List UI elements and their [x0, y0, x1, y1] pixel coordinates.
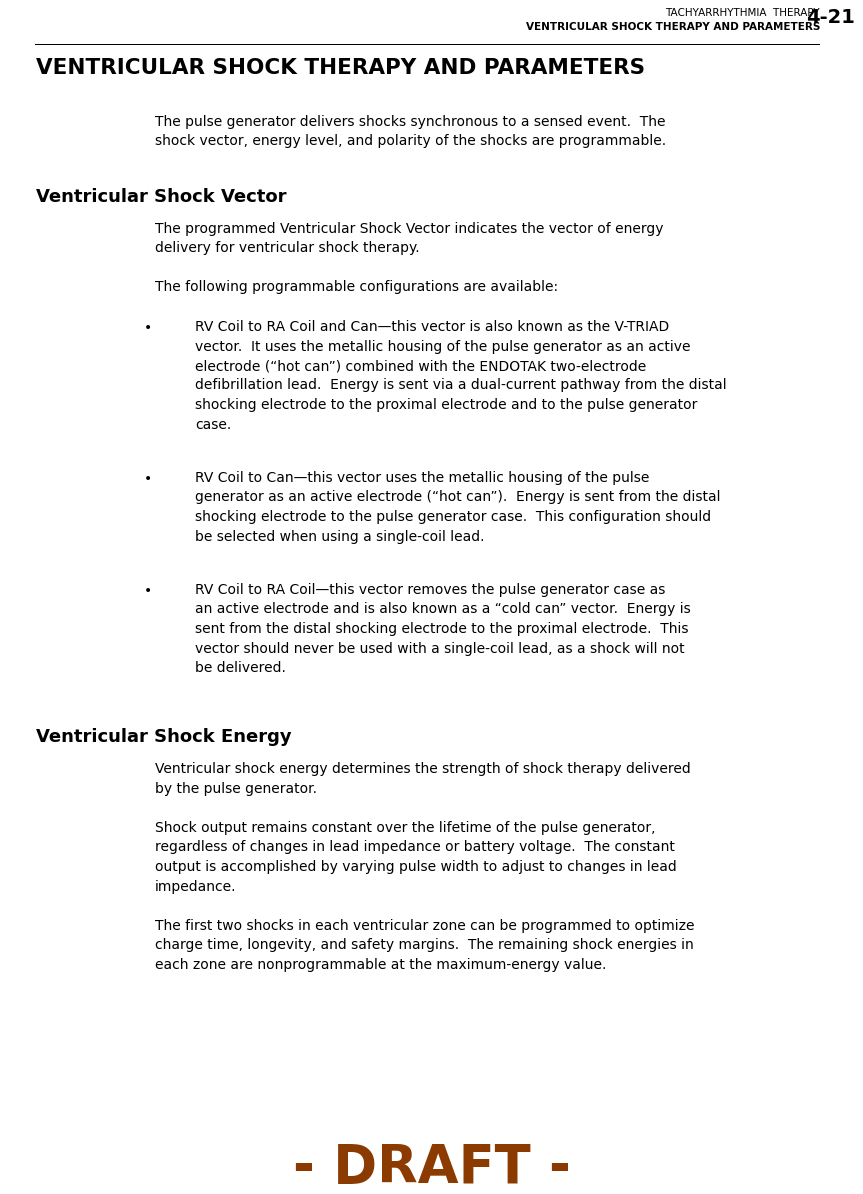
Text: RV Coil to Can—this vector uses the metallic housing of the pulse: RV Coil to Can—this vector uses the meta… [195, 470, 649, 485]
Text: RV Coil to RA Coil—this vector removes the pulse generator case as: RV Coil to RA Coil—this vector removes t… [195, 583, 665, 597]
Text: output is accomplished by varying pulse width to adjust to changes in lead: output is accomplished by varying pulse … [155, 860, 677, 874]
Text: each zone are nonprogrammable at the maximum-energy value.: each zone are nonprogrammable at the max… [155, 958, 607, 972]
Text: electrode (“hot can”) combined with the ENDOTAK two-electrode: electrode (“hot can”) combined with the … [195, 359, 646, 373]
Text: Ventricular Shock Energy: Ventricular Shock Energy [36, 728, 292, 746]
Text: shocking electrode to the proximal electrode and to the pulse generator: shocking electrode to the proximal elect… [195, 398, 697, 412]
Text: Ventricular Shock Vector: Ventricular Shock Vector [36, 187, 287, 207]
Text: generator as an active electrode (“hot can”).  Energy is sent from the distal: generator as an active electrode (“hot c… [195, 491, 721, 505]
Text: •: • [144, 472, 152, 486]
Text: vector should never be used with a single-coil lead, as a shock will not: vector should never be used with a singl… [195, 641, 684, 656]
Text: •: • [144, 321, 152, 336]
Text: regardless of changes in lead impedance or battery voltage.  The constant: regardless of changes in lead impedance … [155, 841, 675, 855]
Text: case.: case. [195, 418, 231, 431]
Text: The pulse generator delivers shocks synchronous to a sensed event.  The: The pulse generator delivers shocks sync… [155, 115, 665, 129]
Text: 4-21: 4-21 [806, 8, 855, 27]
Text: impedance.: impedance. [155, 880, 236, 893]
Text: The programmed Ventricular Shock Vector indicates the vector of energy: The programmed Ventricular Shock Vector … [155, 222, 664, 235]
Text: be delivered.: be delivered. [195, 661, 286, 675]
Text: The first two shocks in each ventricular zone can be programmed to optimize: The first two shocks in each ventricular… [155, 919, 695, 933]
Text: VENTRICULAR SHOCK THERAPY AND PARAMETERS: VENTRICULAR SHOCK THERAPY AND PARAMETERS [36, 59, 646, 78]
Text: vector.  It uses the metallic housing of the pulse generator as an active: vector. It uses the metallic housing of … [195, 339, 690, 353]
Text: TACHYARRHYTHMIA  THERAPY: TACHYARRHYTHMIA THERAPY [665, 8, 820, 18]
Text: •: • [144, 584, 152, 598]
Text: shock vector, energy level, and polarity of the shocks are programmable.: shock vector, energy level, and polarity… [155, 135, 666, 148]
Text: by the pulse generator.: by the pulse generator. [155, 782, 317, 795]
Text: sent from the distal shocking electrode to the proximal electrode.  This: sent from the distal shocking electrode … [195, 622, 689, 636]
Text: RV Coil to RA Coil and Can—this vector is also known as the V-TRIAD: RV Coil to RA Coil and Can—this vector i… [195, 320, 669, 334]
Text: VENTRICULAR SHOCK THERAPY AND PARAMETERS: VENTRICULAR SHOCK THERAPY AND PARAMETERS [526, 21, 820, 32]
Text: - DRAFT -: - DRAFT - [293, 1141, 570, 1194]
Text: delivery for ventricular shock therapy.: delivery for ventricular shock therapy. [155, 241, 419, 256]
Text: The following programmable configurations are available:: The following programmable configuration… [155, 281, 558, 295]
Text: shocking electrode to the pulse generator case.  This configuration should: shocking electrode to the pulse generato… [195, 510, 711, 524]
Text: Shock output remains constant over the lifetime of the pulse generator,: Shock output remains constant over the l… [155, 821, 656, 835]
Text: an active electrode and is also known as a “cold can” vector.  Energy is: an active electrode and is also known as… [195, 603, 690, 616]
Text: defibrillation lead.  Energy is sent via a dual-current pathway from the distal: defibrillation lead. Energy is sent via … [195, 378, 727, 393]
Text: Ventricular shock energy determines the strength of shock therapy delivered: Ventricular shock energy determines the … [155, 762, 690, 776]
Text: charge time, longevity, and safety margins.  The remaining shock energies in: charge time, longevity, and safety margi… [155, 938, 694, 953]
Text: be selected when using a single-coil lead.: be selected when using a single-coil lea… [195, 529, 484, 543]
